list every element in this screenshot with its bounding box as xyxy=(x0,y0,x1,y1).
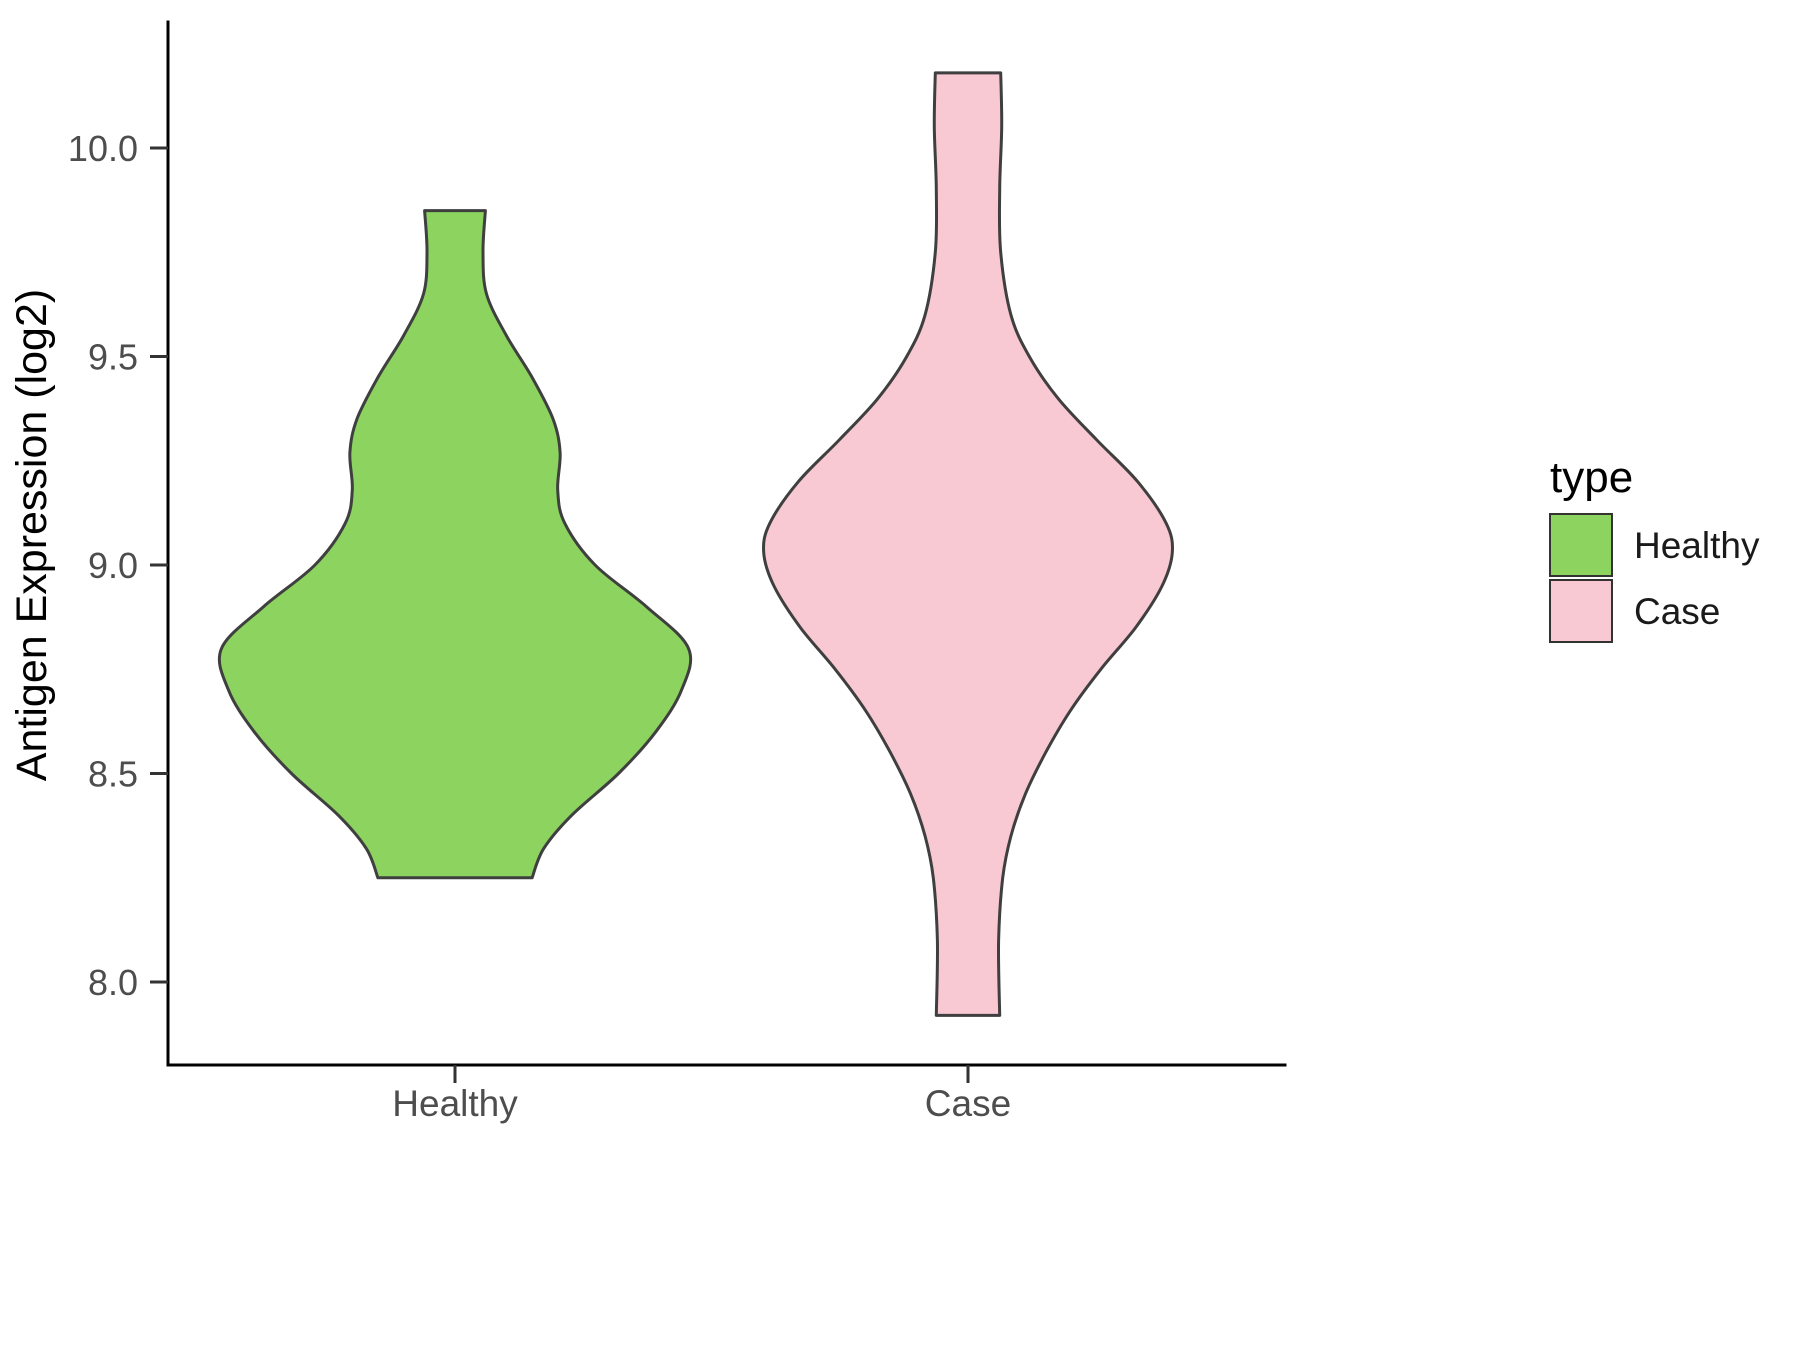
legend-label-healthy: Healthy xyxy=(1634,525,1760,566)
violins-group xyxy=(217,71,1174,1017)
y-axis-title: Antigen Expression (log2) xyxy=(8,289,56,781)
y-tick-label: 9.5 xyxy=(88,337,138,378)
legend-key-healthy xyxy=(1549,513,1613,577)
y-tick-label: 9.0 xyxy=(88,545,138,586)
violin-healthy xyxy=(217,209,693,880)
x-tick-label-case: Case xyxy=(925,1083,1011,1124)
y-tick-label: 8.0 xyxy=(88,962,138,1003)
axes-group xyxy=(166,20,1287,1067)
violin-case xyxy=(762,71,1174,1017)
legend-key-case xyxy=(1549,579,1613,643)
y-tick-label: 8.5 xyxy=(88,754,138,795)
y-tick-label: 10.0 xyxy=(68,128,138,169)
x-tick-label-healthy: Healthy xyxy=(392,1083,518,1124)
legend: type Healthy Case xyxy=(1549,453,1760,643)
ticks-group: 10.0 9.5 9.0 8.5 8.0 xyxy=(68,128,970,1083)
legend-label-case: Case xyxy=(1634,591,1720,632)
legend-title: type xyxy=(1550,453,1633,502)
